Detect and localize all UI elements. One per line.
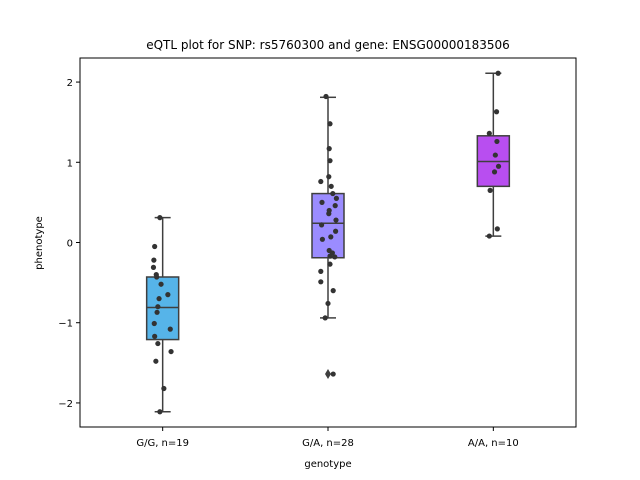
data-point — [157, 409, 163, 415]
y-tick-label: 1 — [67, 158, 73, 169]
data-point — [333, 195, 339, 201]
data-point — [495, 70, 501, 76]
data-point — [151, 320, 157, 327]
data-point — [168, 348, 174, 355]
data-point — [486, 233, 492, 239]
box-group — [145, 215, 180, 415]
data-point — [333, 228, 339, 234]
plot-area — [145, 70, 511, 415]
data-point — [322, 315, 328, 321]
box-group — [311, 93, 345, 380]
chart-title: eQTL plot for SNP: rs5760300 and gene: E… — [146, 38, 510, 52]
y-tick-label: −2 — [58, 399, 73, 410]
data-point — [165, 292, 171, 298]
data-point — [155, 304, 161, 310]
x-tick-label: G/A, n=28 — [302, 438, 354, 449]
data-point — [327, 121, 333, 127]
box — [311, 192, 345, 259]
data-point — [326, 146, 332, 152]
data-point — [319, 199, 325, 205]
y-tick-label: −1 — [58, 319, 73, 330]
data-point — [323, 93, 329, 100]
data-point — [161, 385, 167, 392]
data-point — [491, 169, 498, 175]
box — [145, 276, 180, 341]
data-point — [492, 152, 498, 158]
x-tick-label: A/A, n=10 — [468, 438, 519, 449]
data-point — [154, 274, 160, 280]
box-group — [476, 70, 511, 239]
data-point — [153, 358, 159, 364]
y-tick-label: 0 — [67, 239, 73, 250]
data-point — [330, 371, 336, 377]
data-point — [318, 279, 324, 285]
data-point — [326, 211, 332, 217]
data-point — [319, 222, 325, 228]
data-point — [318, 268, 324, 274]
axes: −2 −1 0 1 2 G/G, n=19 G/A, n=28 A/A, n=10 — [58, 78, 519, 449]
data-point — [327, 253, 333, 259]
data-point — [330, 190, 336, 197]
x-tick-label: G/G, n=19 — [136, 438, 189, 449]
data-point — [328, 183, 334, 189]
data-point — [330, 288, 336, 294]
data-point — [151, 257, 157, 263]
data-point — [332, 254, 338, 260]
data-point — [332, 203, 338, 209]
data-point — [487, 187, 493, 193]
data-point — [494, 138, 500, 145]
data-point — [333, 217, 339, 223]
data-point — [319, 236, 325, 242]
data-point — [156, 296, 162, 302]
data-point — [167, 326, 173, 332]
y-axis-label: phenotype — [34, 216, 45, 270]
data-point — [326, 174, 332, 180]
data-point — [152, 243, 158, 250]
data-point — [493, 109, 500, 115]
data-point — [327, 261, 333, 267]
data-point — [327, 158, 333, 164]
data-point — [157, 215, 163, 221]
data-point — [325, 300, 331, 307]
data-point — [154, 309, 160, 315]
data-point — [150, 264, 157, 270]
data-point — [155, 340, 161, 347]
data-point — [318, 178, 324, 185]
data-point — [494, 226, 500, 232]
data-point — [328, 234, 334, 240]
y-tick-label: 2 — [67, 78, 73, 89]
data-point — [495, 163, 502, 169]
x-axis-label: genotype — [304, 459, 351, 470]
data-point — [158, 281, 164, 287]
outlier-marker — [325, 369, 331, 380]
data-point — [152, 333, 158, 339]
data-point — [486, 130, 492, 137]
